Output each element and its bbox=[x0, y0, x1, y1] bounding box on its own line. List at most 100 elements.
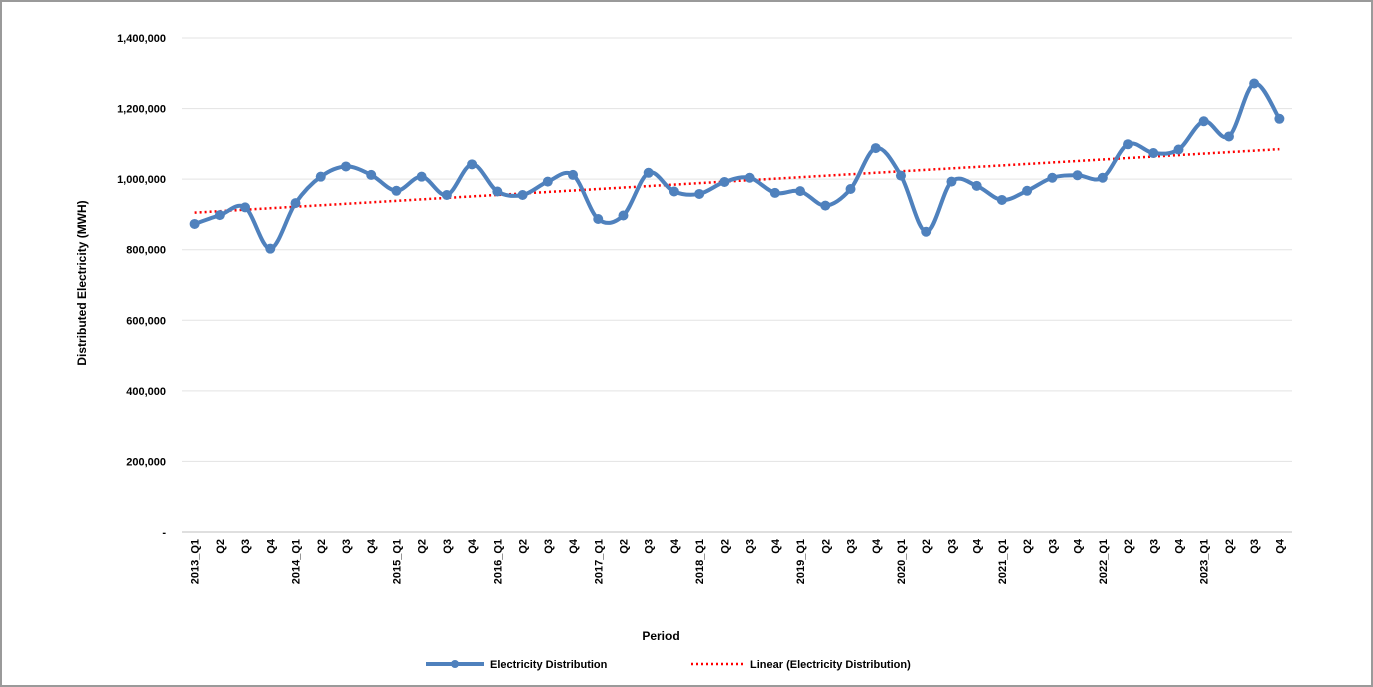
data-point bbox=[1249, 78, 1260, 89]
trendline-layer bbox=[194, 147, 1280, 214]
data-point bbox=[694, 188, 705, 199]
x-tick-label: Q3 bbox=[1047, 539, 1059, 554]
data-point bbox=[366, 169, 377, 180]
x-tick-label: Q3 bbox=[1249, 539, 1261, 554]
x-tick-label: Q3 bbox=[946, 539, 958, 554]
data-point bbox=[340, 161, 351, 172]
x-tick-label: 2021_Q1 bbox=[997, 539, 1009, 584]
data-point bbox=[795, 186, 806, 197]
x-tick-label: Q4 bbox=[366, 538, 378, 554]
x-tick-label: Q2 bbox=[1022, 539, 1034, 554]
legend-marker-electricity-distribution bbox=[451, 660, 459, 668]
data-point bbox=[542, 176, 553, 187]
data-point bbox=[593, 214, 604, 225]
x-tick-label: Q3 bbox=[240, 539, 252, 554]
x-tick-label: Q4 bbox=[1274, 538, 1286, 554]
data-point bbox=[1223, 131, 1234, 142]
data-point bbox=[1072, 170, 1083, 181]
data-point bbox=[1123, 139, 1134, 150]
x-tick-label: Q2 bbox=[618, 539, 630, 554]
x-tick-label: Q2 bbox=[518, 539, 530, 554]
x-tick-label: Q3 bbox=[644, 539, 656, 554]
y-tick-label: 1,200,000 bbox=[117, 104, 166, 116]
data-point bbox=[870, 143, 881, 154]
x-tick-label: 2020_Q1 bbox=[896, 539, 908, 584]
data-point bbox=[1274, 113, 1285, 124]
x-axis-tick-labels: 2013_Q1 Q2 Q3 Q4 2014_Q1 Q2 Q3 Q4 2015_Q1 Q2 Q3 Q4 2… bbox=[190, 538, 1287, 584]
y-tick-label: 1,400,000 bbox=[117, 33, 166, 45]
data-point bbox=[240, 202, 251, 213]
data-point bbox=[416, 171, 427, 182]
x-tick-label: Q3 bbox=[442, 539, 454, 554]
trendline-linear bbox=[194, 147, 1280, 214]
x-tick-label: Q4 bbox=[1073, 538, 1085, 554]
x-tick-label: Q4 bbox=[972, 538, 984, 554]
data-point bbox=[492, 186, 503, 197]
series-layer bbox=[189, 78, 1285, 254]
y-tick-label: 200,000 bbox=[126, 456, 166, 468]
x-tick-label: Q2 bbox=[316, 539, 328, 554]
x-tick-label: 2022_Q1 bbox=[1098, 539, 1110, 584]
data-point bbox=[467, 159, 478, 170]
x-tick-label: Q2 bbox=[417, 539, 429, 554]
legend-label-electricity-distribution: Electricity Distribution bbox=[490, 659, 608, 671]
data-point bbox=[996, 194, 1007, 205]
x-tick-label: Q2 bbox=[1123, 539, 1135, 554]
data-point bbox=[618, 210, 629, 221]
x-tick-label: Q3 bbox=[543, 539, 555, 554]
x-tick-label: Q4 bbox=[265, 538, 277, 554]
legend: Electricity Distribution Linear (Electri… bbox=[426, 659, 911, 671]
data-point bbox=[441, 190, 452, 201]
x-tick-label: Q4 bbox=[669, 538, 681, 554]
x-tick-label: 2019_Q1 bbox=[795, 539, 807, 584]
y-tick-label: - bbox=[162, 527, 166, 539]
data-point bbox=[290, 198, 301, 209]
x-tick-label: Q3 bbox=[745, 539, 757, 554]
x-tick-label: Q4 bbox=[871, 538, 883, 554]
y-tick-label: 800,000 bbox=[126, 245, 166, 257]
legend-label-linear-trend: Linear (Electricity Distribution) bbox=[750, 659, 911, 671]
data-point bbox=[845, 184, 856, 195]
data-point bbox=[1173, 144, 1184, 155]
x-tick-label: Q2 bbox=[215, 539, 227, 554]
data-point bbox=[1047, 172, 1058, 183]
data-point bbox=[1198, 116, 1209, 127]
x-tick-label: Q4 bbox=[1173, 538, 1185, 554]
data-point bbox=[769, 187, 780, 198]
data-point bbox=[744, 172, 755, 183]
x-tick-label: 2018_Q1 bbox=[694, 539, 706, 584]
data-point bbox=[719, 176, 730, 187]
data-point bbox=[517, 190, 528, 201]
data-point bbox=[315, 171, 326, 182]
x-tick-label: Q3 bbox=[846, 539, 858, 554]
x-tick-label: Q4 bbox=[568, 538, 580, 554]
x-tick-label: Q2 bbox=[1224, 539, 1236, 554]
y-axis-title: Distributed Electricity (MWH) bbox=[75, 200, 89, 365]
data-point bbox=[189, 218, 200, 229]
x-tick-label: Q3 bbox=[341, 539, 353, 554]
data-point bbox=[214, 210, 225, 221]
data-point bbox=[895, 170, 906, 181]
x-tick-label: 2016_Q1 bbox=[492, 539, 504, 584]
x-tick-label: 2015_Q1 bbox=[391, 539, 403, 584]
data-point bbox=[921, 226, 932, 237]
x-tick-label: 2023_Q1 bbox=[1199, 539, 1211, 584]
x-axis-title: Period bbox=[642, 629, 679, 643]
y-tick-label: 1,000,000 bbox=[117, 174, 166, 186]
x-tick-label: Q2 bbox=[719, 539, 731, 554]
data-point bbox=[1022, 185, 1033, 196]
data-point bbox=[265, 243, 276, 254]
data-point bbox=[946, 176, 957, 187]
data-point bbox=[643, 167, 654, 178]
x-tick-label: 2013_Q1 bbox=[190, 539, 202, 584]
data-point bbox=[391, 185, 402, 196]
data-point bbox=[568, 169, 579, 180]
x-tick-label: Q2 bbox=[921, 539, 933, 554]
x-tick-label: Q2 bbox=[820, 539, 832, 554]
data-point bbox=[820, 200, 831, 211]
data-point bbox=[668, 186, 679, 197]
data-point bbox=[1148, 148, 1159, 159]
y-tick-label: 400,000 bbox=[126, 386, 166, 398]
